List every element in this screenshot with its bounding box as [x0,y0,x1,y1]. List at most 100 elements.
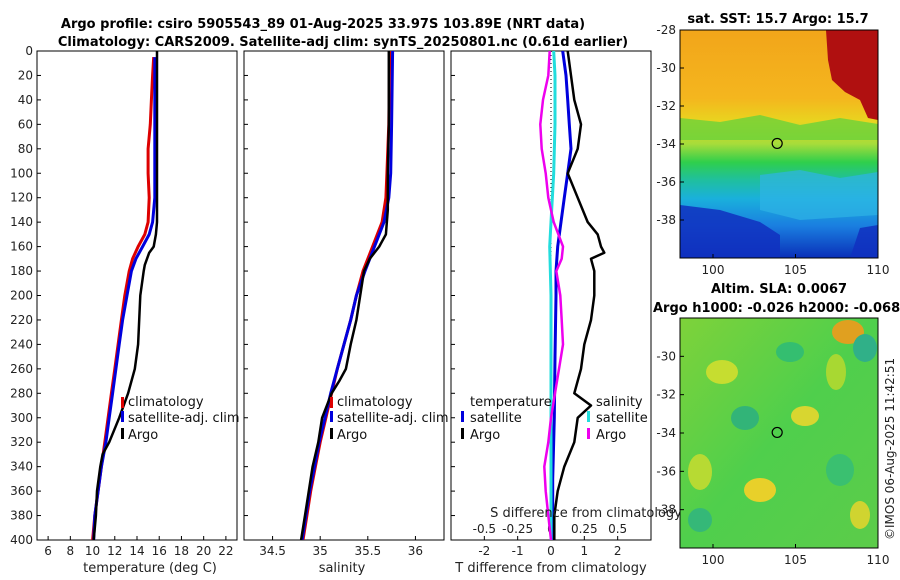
sla-title2: Argo h1000: -0.026 h2000: -0.068 [653,301,900,316]
map-y-label: -36 [656,464,676,478]
depth-tick-label: 320 [10,435,33,449]
sla-high [832,320,864,344]
temperature-xlabel: temperature (deg C) [83,561,217,576]
map-y-label: -34 [656,426,676,440]
argo-position-marker [771,137,783,150]
sla-high [791,406,819,426]
depth-tick-label: 400 [10,533,33,547]
series-line-satellite-adj-clim [300,51,395,540]
sla-map [680,318,878,548]
salinity-panel [243,50,445,541]
legend-swatch-argo [330,428,333,439]
temperature-series [91,51,159,540]
x-tick-label: 6 [44,544,52,558]
sla-high [744,478,776,502]
legend-swatch-satellite [121,411,124,422]
s-tick-label: 0.25 [571,522,598,536]
map-y-label: -32 [656,99,676,113]
depth-tick-label: 200 [10,289,33,303]
difference-legend: temperature satellite Argo salinity sate… [461,395,648,443]
legend-swatch-t-satellite [461,411,464,422]
depth-tick-label: 100 [10,166,33,180]
sla-high [706,360,738,384]
x-tick-label: 2 [614,544,622,558]
depth-tick-label: 60 [18,117,33,131]
legend-label: satellite [470,411,522,426]
legend-swatch-climatology [330,397,333,408]
sst-title: sat. SST: 15.7 Argo: 15.7 [687,12,868,27]
x-tick-label: 14 [129,544,144,558]
map-x-label: 110 [867,553,890,567]
x-tick-label: 1 [581,544,589,558]
x-tick-label: 12 [107,544,122,558]
depth-tick-label: 40 [18,93,33,107]
legend-label: Argo [596,428,626,443]
difference-xlabel-top: S difference from climatology [490,506,682,521]
x-tick-label: 20 [196,544,211,558]
map-y-label: -34 [656,137,676,151]
depth-tick-label: 220 [10,313,33,327]
depth-axis: 0 20 40 60 80 100 120 140 160 180 200 220 240 260 280 3… [10,44,455,547]
map-y-label: -38 [656,503,676,517]
depth-tick-label: 0 [25,44,33,58]
legend-swatch-s-satellite [587,411,590,422]
map-y-label: -38 [656,213,676,227]
sst-cool-patch [760,170,878,220]
sst-warm-patch [826,30,878,120]
map-x-label: 105 [784,553,807,567]
legend-label: Argo [128,428,158,443]
legend-swatch-satellite [330,411,333,422]
legend-swatch-climatology [121,397,124,408]
temperature-axis: 6 8 10 12 14 16 18 20 22 [44,536,234,558]
map-y-label: -28 [656,23,676,37]
depth-tick-label: 360 [10,484,33,498]
x-tick-label: 8 [67,544,75,558]
s-tick-label: -0.25 [502,522,533,536]
depth-tick-label: 20 [18,68,33,82]
map-x-label: 110 [867,263,890,277]
series-line-argo [92,51,159,540]
sst-axes: 100 105 110 -28 -30 -32 -34 -36 -38 [656,23,889,277]
map-x-label: 100 [702,263,725,277]
x-tick-label: -1 [512,544,524,558]
depth-tick-label: 300 [10,411,33,425]
salinity-legend: climatology satellite-adj. clim Argo [330,395,449,443]
sla-low [688,508,712,532]
depth-tick-label: 180 [10,264,33,278]
x-tick-label: 22 [218,544,233,558]
series-line-t-argo [553,51,606,540]
x-tick-label: 18 [174,544,189,558]
map-y-label: -30 [656,349,676,363]
depth-tick-label: 260 [10,362,33,376]
argo-position-marker [771,426,783,439]
sla-low [776,342,804,362]
series-line-argo [299,51,391,540]
legend-label: climatology [128,395,204,410]
depth-tick-label: 160 [10,240,33,254]
sla-low [853,334,877,362]
difference-xlabel: T difference from climatology [454,561,647,576]
depth-tick-label: 80 [18,142,33,156]
series-line-s-argo [539,51,565,540]
depth-tick-label: 120 [10,191,33,205]
legend-label: satellite [596,411,648,426]
map-y-label: -30 [656,61,676,75]
salinity-xlabel: salinity [319,561,366,576]
series-line-s-satellite [548,51,557,540]
sla-title1: Altim. SLA: 0.0067 [711,282,847,297]
x-tick-label: 35.5 [354,544,381,558]
x-tick-label: 0 [547,544,555,558]
sst-map [680,30,878,258]
sla-high [688,454,712,490]
s-tick-label: 0.5 [608,522,627,536]
depth-tick-label: 340 [10,460,33,474]
temperature-legend: climatology satellite-adj. clim Argo [121,395,240,443]
legend-label: satellite-adj. clim [337,411,449,426]
x-tick-label: 10 [85,544,100,558]
depth-tick-label: 380 [10,509,33,523]
legend-title-salinity: salinity [596,395,643,410]
sla-axes: 100 105 110 -30 -32 -34 -36 -38 [656,349,889,567]
depth-tick-label: 140 [10,215,33,229]
legend-swatch-s-argo [587,428,590,439]
legend-label: Argo [470,428,500,443]
